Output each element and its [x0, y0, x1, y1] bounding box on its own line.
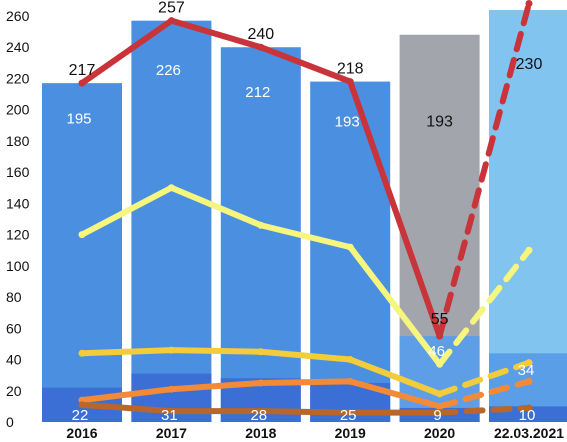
- y-tick-label: 140: [6, 195, 30, 211]
- bottom-label-22-03-2021: 10: [519, 407, 536, 424]
- line-series-1-forecast: [436, 247, 532, 368]
- top-label-22-03-2021: 230: [516, 56, 543, 73]
- mid-label-2017: 226: [156, 62, 181, 79]
- line-point-3-22-03-2021: [525, 377, 533, 385]
- line-point-2-2017: [167, 346, 175, 354]
- line-point-3-2019: [346, 377, 354, 385]
- line-series-4-forecast: [436, 404, 532, 416]
- line-point-2-22-03-2021: [525, 359, 533, 367]
- x-tick-label-2016: 2016: [66, 425, 97, 441]
- y-tick-label: 80: [6, 289, 22, 305]
- line-point-3-2017: [167, 385, 175, 393]
- line-point-0-22-03-2021: [525, 0, 533, 8]
- x-axis: 2016 2017 2018 2019 2020 22.03.2021: [66, 425, 564, 441]
- top-label-2016: 217: [69, 62, 96, 79]
- y-axis: 0 20 40 60 80 100 120 140 160 180 200 220 240 260: [6, 8, 30, 430]
- x-tick-label-2019: 2019: [335, 425, 366, 441]
- top-label-2020: 193: [426, 114, 453, 131]
- line-series-0-forecast: [436, 0, 532, 340]
- y-tick-label: 60: [6, 320, 22, 336]
- line-point-0-2019: [346, 78, 354, 86]
- line-point-1-22-03-2021: [525, 246, 533, 254]
- line-point-0-2020: [436, 332, 444, 340]
- y-tick-label: 100: [6, 258, 30, 274]
- bar-2016-layer-0: [42, 83, 122, 423]
- y-tick-label: 120: [6, 227, 30, 243]
- bar-2017-layer-0: [131, 20, 212, 422]
- line-point-0-2016: [78, 79, 86, 87]
- line-point-4-22-03-2021: [525, 404, 533, 412]
- line-point-1-2018: [257, 221, 265, 229]
- line-point-4-2016: [78, 401, 86, 409]
- y-tick-label: 240: [6, 39, 30, 55]
- line-point-2-2019: [346, 356, 354, 364]
- mid-label-2020: 46: [428, 343, 445, 360]
- x-tick-label-22-03-2021: 22.03.2021: [494, 425, 564, 441]
- y-tick-label: 180: [6, 133, 30, 149]
- line-point-1-2016: [78, 231, 86, 239]
- lines: [78, 0, 533, 417]
- y-tick-label: 40: [6, 352, 22, 368]
- y-tick-label: 200: [6, 102, 30, 118]
- top-label-2019: 218: [337, 61, 364, 78]
- line-point-1-2017: [167, 184, 175, 192]
- y-tick-label: 20: [6, 383, 22, 399]
- line-point-2-2016: [78, 349, 86, 357]
- bottom-label-2017: 31: [161, 407, 178, 424]
- line-point-0-2017: [167, 17, 175, 25]
- line-point-4-2018: [257, 407, 265, 415]
- y-tick-label: 160: [6, 164, 30, 180]
- line-series-3-forecast: [436, 378, 532, 410]
- line-point-0-2018: [257, 43, 265, 51]
- line-point-4-2017: [167, 407, 175, 415]
- mid-label-22-03-2021: 34: [518, 362, 535, 379]
- line-point-4-2019: [346, 409, 354, 417]
- x-tick-label-2018: 2018: [245, 425, 276, 441]
- top-label-2018: 240: [247, 26, 274, 43]
- y-tick-label: 0: [6, 414, 14, 430]
- top-label-2020: 55: [431, 311, 449, 328]
- bottom-label-2020: 9: [433, 407, 441, 424]
- x-tick-label-2020: 2020: [424, 425, 455, 441]
- data-labels: 217 257 240 218 193 230 55 195 226 212 193 46 34 22 31…: [66, 0, 542, 424]
- line-point-1-2020: [436, 360, 444, 368]
- y-tick-label: 220: [6, 70, 30, 86]
- bottom-label-2018: 28: [250, 407, 267, 424]
- mid-label-2018: 212: [245, 84, 270, 101]
- y-tick-label: 260: [6, 8, 30, 24]
- line-point-3-2020: [436, 402, 444, 410]
- bottom-label-2016: 22: [72, 407, 89, 424]
- top-label-2017: 257: [158, 0, 185, 17]
- line-point-3-2018: [257, 379, 265, 387]
- line-series-2-forecast: [436, 359, 532, 397]
- line-point-1-2019: [346, 243, 354, 251]
- line-point-4-2020: [436, 409, 444, 417]
- bottom-label-2019: 25: [340, 407, 357, 424]
- x-tick-label-2017: 2017: [156, 425, 187, 441]
- line-point-2-2018: [257, 348, 265, 356]
- mid-label-2019: 193: [335, 114, 360, 131]
- mid-label-2016: 195: [66, 111, 91, 128]
- line-point-2-2020: [436, 390, 444, 398]
